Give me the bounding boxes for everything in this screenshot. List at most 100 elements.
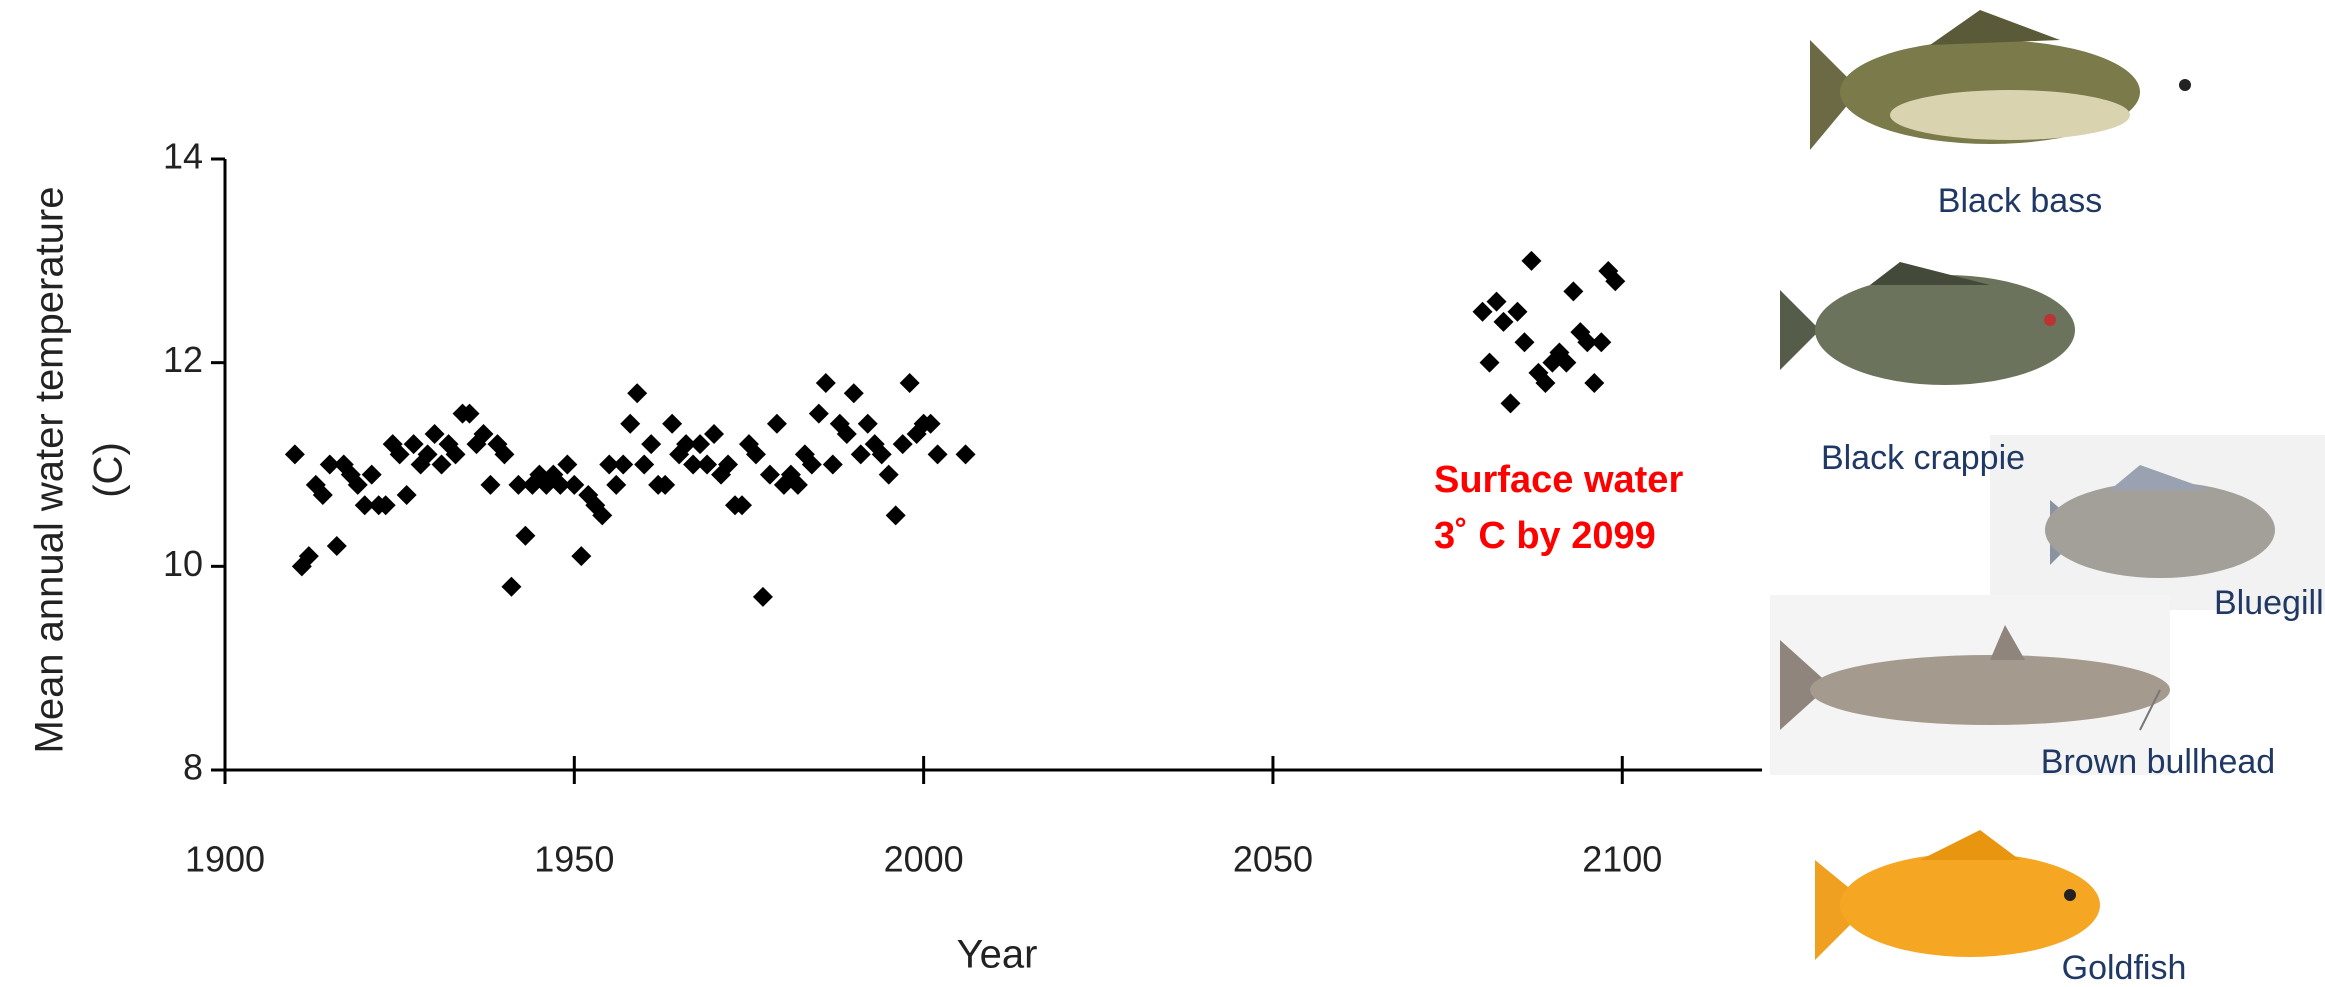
point xyxy=(494,444,515,465)
point xyxy=(822,454,843,475)
point xyxy=(731,495,752,516)
point xyxy=(424,423,445,444)
point xyxy=(899,373,920,394)
black-bass-picture xyxy=(1810,10,2191,150)
x-tick-label: 1900 xyxy=(185,839,265,880)
point xyxy=(885,505,906,526)
point xyxy=(1472,301,1493,322)
point xyxy=(801,454,822,475)
black-crappie-picture xyxy=(1780,262,2075,385)
y-axis-title: (C) xyxy=(87,442,131,498)
point xyxy=(955,444,976,465)
point xyxy=(1591,332,1612,353)
point xyxy=(298,546,319,567)
point xyxy=(613,454,634,475)
point xyxy=(690,434,711,455)
point xyxy=(1535,373,1556,394)
point xyxy=(347,474,368,495)
point xyxy=(815,373,836,394)
point xyxy=(501,576,522,597)
point xyxy=(752,586,773,607)
point xyxy=(473,423,494,444)
point xyxy=(361,464,382,485)
point xyxy=(571,546,592,567)
point xyxy=(766,413,787,434)
point xyxy=(1563,281,1584,302)
point xyxy=(1584,373,1605,394)
point xyxy=(878,464,899,485)
point xyxy=(787,474,808,495)
point xyxy=(445,444,466,465)
point xyxy=(1514,332,1535,353)
y-tick-label: 14 xyxy=(163,136,203,177)
y-tick-label: 10 xyxy=(163,543,203,584)
point xyxy=(1500,393,1521,414)
fish-label: Black crappie xyxy=(1821,439,2025,477)
point xyxy=(1577,332,1598,353)
point xyxy=(389,444,410,465)
annotation: Surface water xyxy=(1434,459,1683,501)
annotation: 3˚ C by 2099 xyxy=(1434,515,1656,557)
point xyxy=(843,383,864,404)
point xyxy=(871,444,892,465)
point xyxy=(620,413,641,434)
point xyxy=(515,525,536,546)
point xyxy=(508,474,529,495)
point xyxy=(857,413,878,434)
point xyxy=(718,454,739,475)
point xyxy=(759,464,780,485)
fish-pictures xyxy=(1770,10,2325,960)
point xyxy=(1479,352,1500,373)
point xyxy=(564,474,585,495)
point xyxy=(641,434,662,455)
point xyxy=(459,403,480,424)
point xyxy=(606,474,627,495)
x-tick-label: 1950 xyxy=(534,839,614,880)
point xyxy=(1556,352,1577,373)
point xyxy=(676,434,697,455)
point xyxy=(892,434,913,455)
bluegill-picture xyxy=(2045,465,2275,578)
y-tick-label: 12 xyxy=(163,339,203,380)
point xyxy=(1493,311,1514,332)
point xyxy=(1486,291,1507,312)
point xyxy=(850,444,871,465)
x-tick-label: 2000 xyxy=(884,839,964,880)
point xyxy=(375,495,396,516)
point xyxy=(920,413,941,434)
point xyxy=(431,454,452,475)
point xyxy=(396,485,417,506)
point xyxy=(627,383,648,404)
point xyxy=(312,485,333,506)
point xyxy=(655,474,676,495)
point xyxy=(480,474,501,495)
fish-label: Brown bullhead xyxy=(2041,743,2275,781)
point xyxy=(1605,271,1626,292)
point xyxy=(557,454,578,475)
point xyxy=(745,444,766,465)
point xyxy=(662,413,683,434)
point xyxy=(634,454,655,475)
point xyxy=(403,434,424,455)
point xyxy=(599,454,620,475)
point xyxy=(1507,301,1528,322)
point xyxy=(592,505,613,526)
goldfish-picture xyxy=(1815,830,2100,960)
y-tick-label: 8 xyxy=(183,747,203,788)
fish-label: Goldfish xyxy=(2062,949,2187,987)
point xyxy=(354,495,375,516)
x-axis-title: Year xyxy=(957,933,1038,977)
point xyxy=(319,454,340,475)
point xyxy=(683,454,704,475)
point xyxy=(1521,250,1542,271)
point xyxy=(550,474,571,495)
point xyxy=(836,423,857,444)
fish-label: Black bass xyxy=(1938,182,2102,220)
point xyxy=(808,403,829,424)
point xyxy=(326,535,347,556)
point xyxy=(284,444,305,465)
brown-bullhead-picture xyxy=(1780,625,2170,731)
x-tick-label: 2100 xyxy=(1582,839,1662,880)
y-axis-title: Mean annual water temperature xyxy=(28,187,72,754)
